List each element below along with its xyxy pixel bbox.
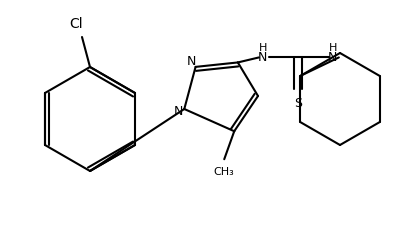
Text: H: H [258, 44, 267, 53]
Text: N: N [258, 51, 268, 64]
Text: S: S [294, 97, 302, 110]
Text: Cl: Cl [69, 17, 83, 31]
Text: N: N [328, 51, 338, 64]
Text: N: N [187, 55, 196, 68]
Text: N: N [174, 106, 183, 118]
Text: CH₃: CH₃ [214, 167, 234, 177]
Text: H: H [329, 44, 337, 53]
